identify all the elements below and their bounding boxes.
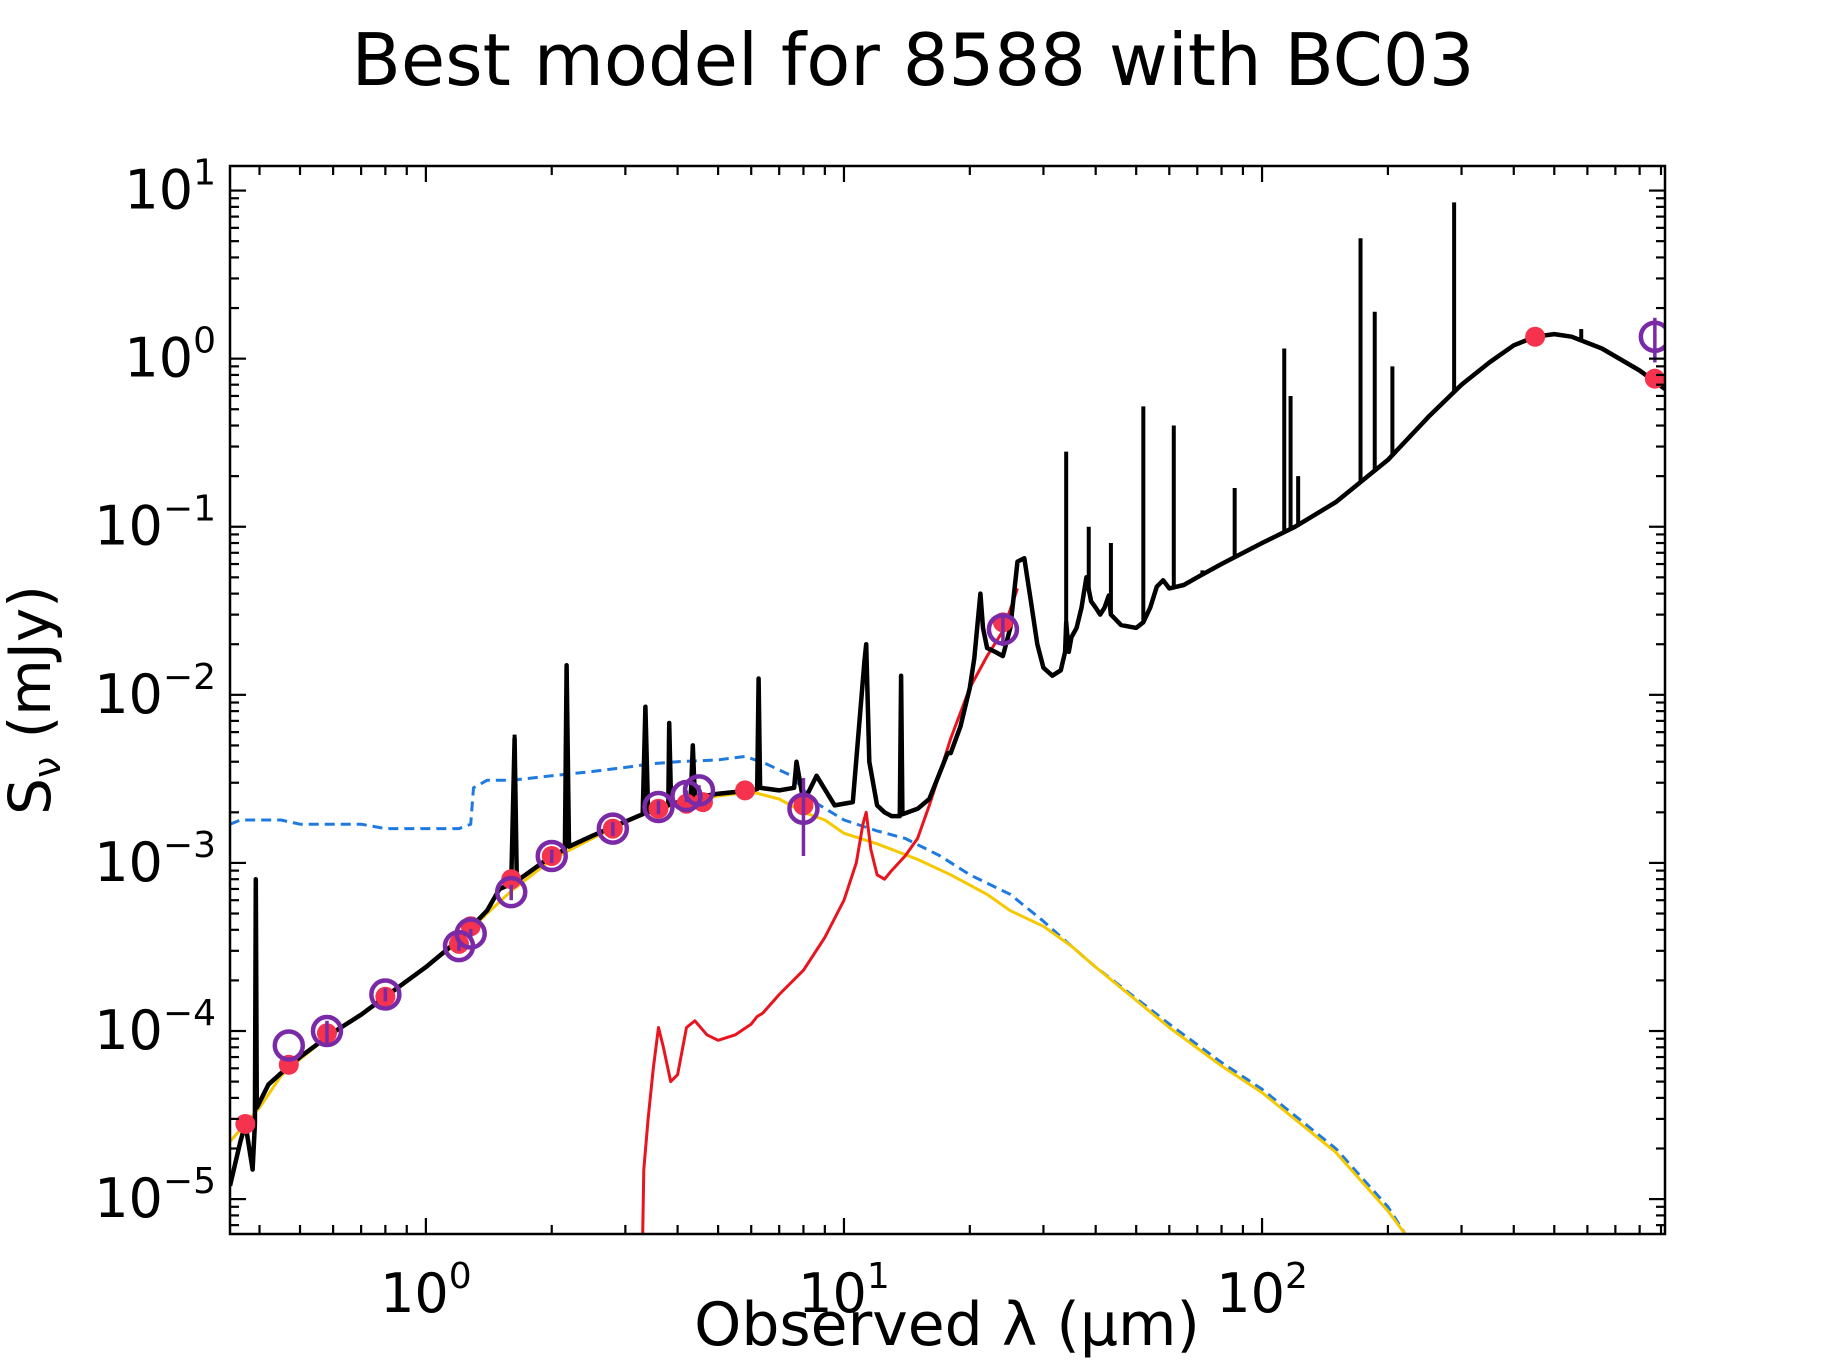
- y-axis-label: Sν (mJy): [0, 585, 69, 815]
- y-tick-label: 10−5: [94, 1161, 216, 1230]
- axes-layer: 100 101 102 10−5 10−4 10−3 10−2 10−1 100 101: [94, 153, 1665, 1325]
- chart-title: Best model for 8588 with BC03: [351, 18, 1474, 102]
- x-axis-label: Observed λ (μm): [694, 1290, 1200, 1360]
- observed-flux-point: [535, 839, 568, 873]
- plot-frame: [228, 164, 1667, 1236]
- series-attenuated-stellar: [230, 790, 1407, 1234]
- observed-flux-point: [682, 774, 716, 807]
- markers-layer: [235, 317, 1665, 1134]
- series-total-model: [230, 331, 1665, 1187]
- observed-flux-point: [369, 978, 402, 1011]
- series-layer: [230, 202, 1665, 1234]
- x-tick-label: 102: [1216, 1256, 1308, 1325]
- series-unattenuated-stellar: [230, 754, 1407, 1234]
- svg-text:Sν (mJy): Sν (mJy): [0, 585, 69, 815]
- model-flux-point: [235, 1113, 256, 1134]
- observed-flux-point: [596, 812, 630, 845]
- observed-flux-point: [787, 792, 820, 826]
- x-tick-label: 101: [798, 1256, 890, 1325]
- observed-flux-point: [454, 917, 487, 950]
- model-flux-point: [735, 780, 756, 801]
- y-tick-label: 10−2: [94, 657, 216, 726]
- x-tick-label: 100: [380, 1256, 472, 1325]
- observed-flux-point: [272, 1029, 306, 1062]
- model-flux-point: [1525, 326, 1546, 347]
- observed-flux-point: [642, 790, 675, 824]
- y-tick-label: 101: [124, 153, 216, 222]
- observed-flux-point: [1638, 320, 1665, 353]
- y-tick-label: 10−3: [94, 825, 216, 894]
- observed-flux-point: [494, 875, 528, 909]
- series-dust: [641, 587, 1019, 1234]
- y-tick-label: 100: [124, 321, 216, 390]
- y-tick-label: 10−4: [94, 993, 216, 1062]
- observed-flux-point: [310, 1014, 344, 1048]
- y-tick-label: 10−1: [94, 489, 216, 558]
- observed-flux-point: [986, 613, 1020, 646]
